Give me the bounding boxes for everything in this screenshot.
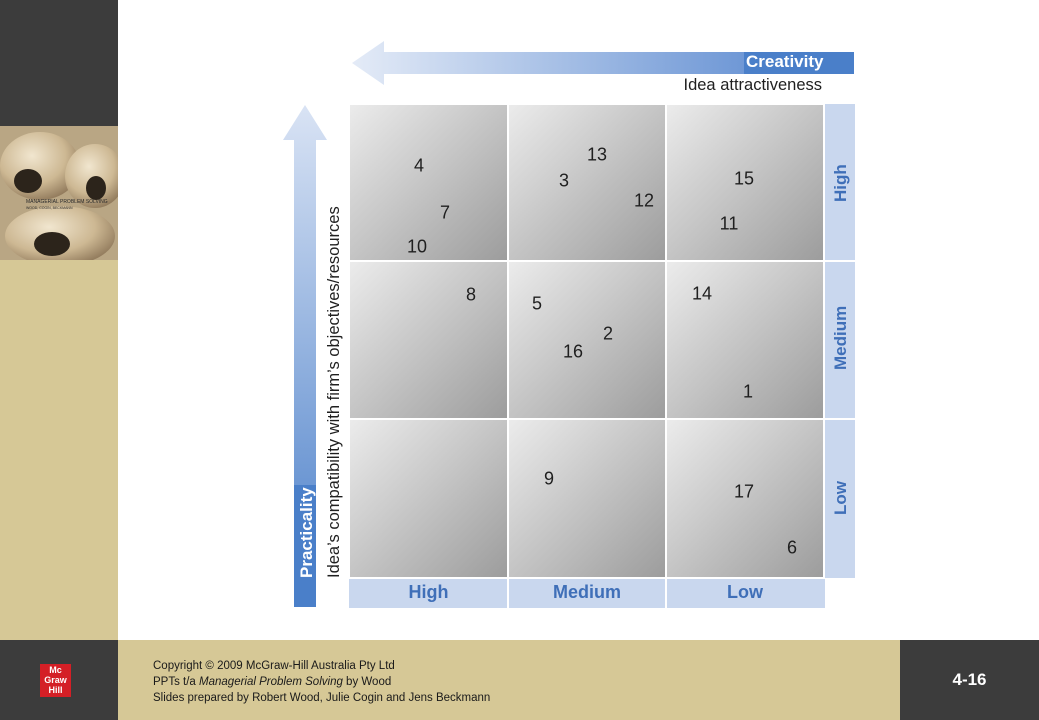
idea-number: 7 bbox=[439, 202, 451, 223]
cell-high-low bbox=[348, 418, 509, 579]
idea-number: 15 bbox=[733, 168, 755, 189]
cell-low-medium bbox=[665, 260, 825, 420]
practicality-arrow bbox=[283, 105, 327, 607]
column-label-band bbox=[349, 578, 825, 608]
sidebar-top-panel bbox=[0, 0, 118, 126]
copyright-text: Copyright © 2009 McGraw-Hill Australia P… bbox=[153, 660, 395, 672]
ppts-suffix: by Wood bbox=[342, 676, 392, 688]
cell-high-medium bbox=[348, 260, 509, 420]
idea-number: 16 bbox=[562, 341, 584, 362]
column-label-low: Low bbox=[727, 582, 763, 602]
idea-number: 6 bbox=[786, 537, 798, 558]
idea-number: 11 bbox=[719, 213, 739, 234]
practicality-subtitle: Idea’s compatibility with firm’s objecti… bbox=[325, 206, 343, 578]
logo-line: Hill bbox=[48, 685, 63, 695]
idea-number: 8 bbox=[465, 284, 477, 305]
footer-bar bbox=[118, 640, 900, 720]
row-label-high: High bbox=[831, 164, 850, 202]
creativity-practicality-matrix: Practicality Idea’s compatibility with f… bbox=[283, 41, 855, 608]
idea-number: 5 bbox=[531, 293, 543, 314]
idea-number: 2 bbox=[602, 323, 614, 344]
idea-number: 4 bbox=[413, 155, 425, 176]
idea-number: 13 bbox=[586, 144, 608, 165]
row-label-low: Low bbox=[831, 480, 850, 515]
practicality-title: Practicality bbox=[297, 487, 316, 578]
row-label-medium: Medium bbox=[831, 306, 850, 370]
cell-low-high bbox=[665, 103, 825, 262]
sculpture-image: MANAGERIAL PROBLEM SOLVING WOOD, COGIN, … bbox=[0, 126, 118, 260]
idea-number: 14 bbox=[691, 283, 713, 304]
creativity-arrow bbox=[352, 41, 854, 85]
idea-number: 3 bbox=[558, 170, 570, 191]
copyright-block: Copyright © 2009 McGraw-Hill Australia P… bbox=[153, 658, 490, 706]
idea-number: 1 bbox=[742, 381, 754, 402]
logo-line: Mc bbox=[49, 665, 62, 675]
cell-medium-low bbox=[507, 418, 667, 579]
footer-right-panel bbox=[900, 640, 1039, 720]
copyright-symbol: © bbox=[205, 660, 214, 672]
cover-title: MANAGERIAL PROBLEM SOLVING bbox=[26, 199, 108, 205]
slide-number: 4-16 bbox=[952, 670, 987, 689]
idea-number: 9 bbox=[543, 468, 555, 489]
book-cover-image: MANAGERIAL PROBLEM SOLVING WOOD, COGIN, … bbox=[0, 126, 118, 260]
column-label-medium: Medium bbox=[552, 582, 621, 602]
ppts-prefix: PPTs t/a bbox=[153, 676, 200, 688]
mcgraw-hill-logo: Mc Graw Hill bbox=[40, 664, 71, 697]
cell-high-high bbox=[348, 103, 509, 262]
logo-line: Graw bbox=[44, 675, 67, 685]
sidebar-bottom-panel bbox=[0, 260, 118, 640]
column-label-high: High bbox=[408, 582, 449, 602]
row-label-band bbox=[824, 104, 855, 578]
cover-authors: WOOD, COGIN, BECKMANN bbox=[26, 206, 73, 210]
idea-number: 10 bbox=[406, 236, 428, 257]
cell-medium-high bbox=[507, 103, 667, 262]
creativity-title: Creativity bbox=[746, 52, 824, 71]
matrix-grid bbox=[348, 103, 825, 579]
ppts-line: PPTs t/a Managerial Problem Solving by W… bbox=[153, 674, 490, 690]
copyright-line: Copyright © 2009 McGraw-Hill Australia P… bbox=[153, 658, 490, 674]
idea-number: 12 bbox=[633, 190, 655, 211]
book-title: Managerial Problem Solving bbox=[199, 676, 343, 688]
cell-medium-medium bbox=[507, 260, 667, 420]
prepared-by-line: Slides prepared by Robert Wood, Julie Co… bbox=[153, 692, 491, 704]
idea-number: 17 bbox=[733, 481, 755, 502]
cell-low-low bbox=[665, 418, 825, 579]
creativity-subtitle: Idea attractiveness bbox=[683, 76, 823, 94]
